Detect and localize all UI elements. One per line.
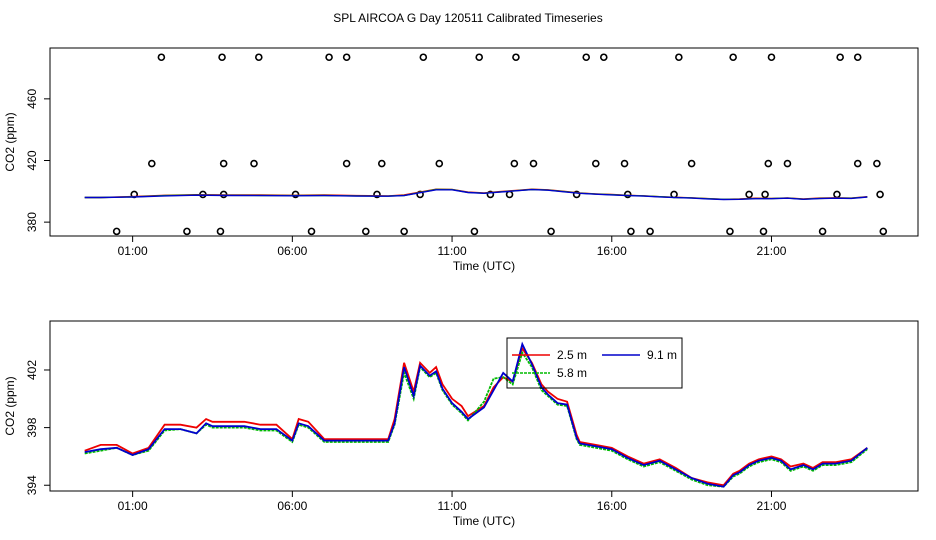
y-tick-label: 460	[25, 89, 39, 109]
y-tick-label: 420	[25, 150, 39, 170]
chart-title: SPL AIRCOA G Day 120511 Calibrated Times…	[333, 11, 602, 25]
scatter-point	[219, 159, 228, 168]
scatter-point	[183, 227, 191, 236]
y-tick-label: 398	[25, 417, 39, 437]
scatter-point	[342, 53, 351, 62]
scatter-point	[582, 53, 591, 62]
series-line-91	[84, 341, 868, 488]
scatter-point	[486, 190, 495, 199]
scatter-point	[400, 227, 408, 236]
x-tick-label: 21:00	[756, 244, 786, 258]
x-tick-label: 06:00	[277, 244, 307, 258]
series-line-25	[84, 346, 868, 487]
x-tick-label: 11:00	[437, 499, 466, 513]
scatter-point	[307, 227, 316, 236]
bottom-panel: 01:00 06:00 11:00 16:00 21:00 Time (UTC) 394 39…	[3, 320, 919, 528]
top-panel: 01:00 06:00 11:00 16:00 21:00 Time (UTC) 380 42…	[3, 47, 919, 273]
legend-label: 5.8 m	[557, 366, 587, 380]
scatter-point	[879, 227, 888, 236]
y-axis-label: CO2 (ppm)	[3, 376, 17, 435]
x-tick-label: 16:00	[597, 244, 627, 258]
scatter-point	[373, 190, 381, 199]
scatter-point	[505, 190, 514, 199]
y-tick-label: 402	[25, 360, 39, 380]
scatter-point	[620, 159, 629, 168]
series-line-58	[84, 350, 868, 488]
scatter-point	[547, 227, 555, 236]
scatter-point	[572, 190, 581, 199]
x-axis-label: Time (UTC)	[453, 259, 515, 273]
scatter-point	[627, 227, 635, 236]
scatter-point	[147, 159, 156, 168]
scatter-point	[470, 227, 479, 236]
x-tick-label: 11:00	[437, 244, 466, 258]
y-tick-label: 394	[25, 475, 39, 495]
x-tick-label: 01:00	[118, 499, 148, 513]
scatter-point	[377, 159, 386, 168]
y-tick-label: 380	[25, 212, 39, 232]
scatter-point	[767, 53, 776, 62]
x-axis-label: Time (UTC)	[453, 514, 515, 528]
scatter-point	[761, 190, 769, 199]
scatter-point	[764, 159, 773, 168]
scatter-point	[512, 53, 520, 62]
x-tick-label: 16:00	[597, 499, 627, 513]
scatter-point	[726, 227, 734, 236]
scatter-point	[818, 227, 827, 236]
scatter-point	[218, 53, 226, 62]
scatter-point	[599, 53, 608, 62]
scatter-point	[325, 53, 333, 62]
x-tick-label: 06:00	[277, 499, 307, 513]
scatter-point	[529, 159, 538, 168]
scatter-point	[112, 227, 121, 236]
scatter-point	[745, 190, 753, 199]
plot-frame	[49, 320, 919, 492]
scatter-point	[675, 53, 683, 62]
scatter-point	[435, 159, 444, 168]
scatter-point	[216, 227, 225, 236]
scatter-point	[362, 227, 370, 236]
scatter-point	[342, 159, 351, 168]
scatter-point	[157, 53, 166, 62]
scatter-point	[255, 53, 263, 62]
scatter-point	[510, 159, 519, 168]
plot-frame	[49, 47, 919, 237]
scatter-point	[783, 159, 792, 168]
scatter-point	[250, 159, 258, 168]
legend-box	[506, 337, 683, 389]
scatter-point	[475, 53, 484, 62]
scatter-point	[591, 159, 600, 168]
scatter-point	[419, 53, 428, 62]
scatter-point	[729, 53, 737, 62]
legend-label: 2.5 m	[557, 348, 587, 362]
scatter-point	[291, 190, 300, 199]
scatter-point	[759, 227, 768, 236]
scatter-point	[623, 190, 632, 199]
scatter-point	[853, 53, 862, 62]
legend-label: 9.1 m	[647, 348, 677, 362]
series-line-91	[84, 188, 868, 201]
scatter-point	[876, 190, 884, 199]
scatter-point	[687, 159, 696, 168]
scatter-point	[853, 159, 862, 168]
y-axis-label: CO2 (ppm)	[3, 112, 17, 171]
x-tick-label: 01:00	[118, 244, 148, 258]
scatter-point	[873, 159, 881, 168]
scatter-point	[836, 53, 844, 62]
scatter-point	[833, 190, 841, 199]
x-tick-label: 21:00	[756, 499, 786, 513]
scatter-point	[646, 227, 654, 236]
